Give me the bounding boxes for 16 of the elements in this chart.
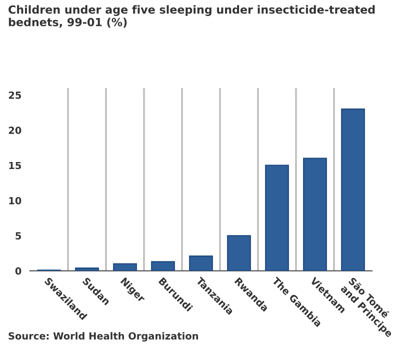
y-tick-label: 10 [9, 196, 22, 204]
source-note: Source: World Health Organization [8, 332, 198, 342]
bar [303, 158, 327, 271]
bar [189, 256, 213, 271]
bar [341, 108, 365, 271]
bar [113, 263, 137, 271]
y-tick-label: 0 [15, 267, 22, 275]
y-tick-label: 5 [16, 232, 21, 240]
bar [265, 164, 289, 271]
bar [227, 235, 251, 271]
chart-title: Children under age five sleeping under insecticide-treated bednets, 99-01 (%) [8, 5, 375, 28]
y-tick-label: 25 [8, 91, 21, 99]
y-tick-label: 20 [8, 126, 22, 134]
bar [75, 267, 99, 271]
bar [151, 261, 175, 271]
y-tick-label: 15 [9, 162, 21, 170]
